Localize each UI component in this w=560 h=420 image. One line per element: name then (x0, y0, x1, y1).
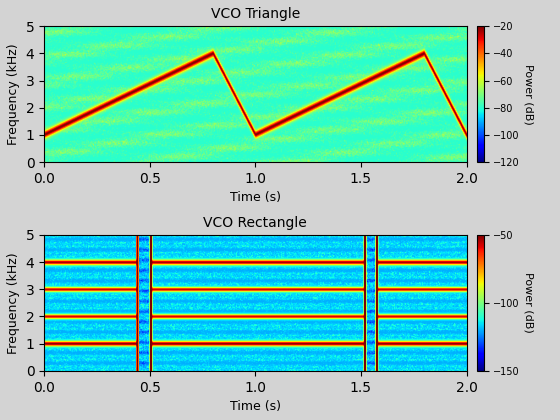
Y-axis label: Frequency (kHz): Frequency (kHz) (7, 252, 20, 354)
Title: VCO Rectangle: VCO Rectangle (203, 215, 307, 230)
Y-axis label: Power (dB): Power (dB) (524, 64, 534, 125)
X-axis label: Time (s): Time (s) (230, 192, 281, 205)
Y-axis label: Frequency (kHz): Frequency (kHz) (7, 43, 20, 145)
Y-axis label: Power (dB): Power (dB) (524, 273, 534, 333)
X-axis label: Time (s): Time (s) (230, 400, 281, 413)
Title: VCO Triangle: VCO Triangle (211, 7, 300, 21)
